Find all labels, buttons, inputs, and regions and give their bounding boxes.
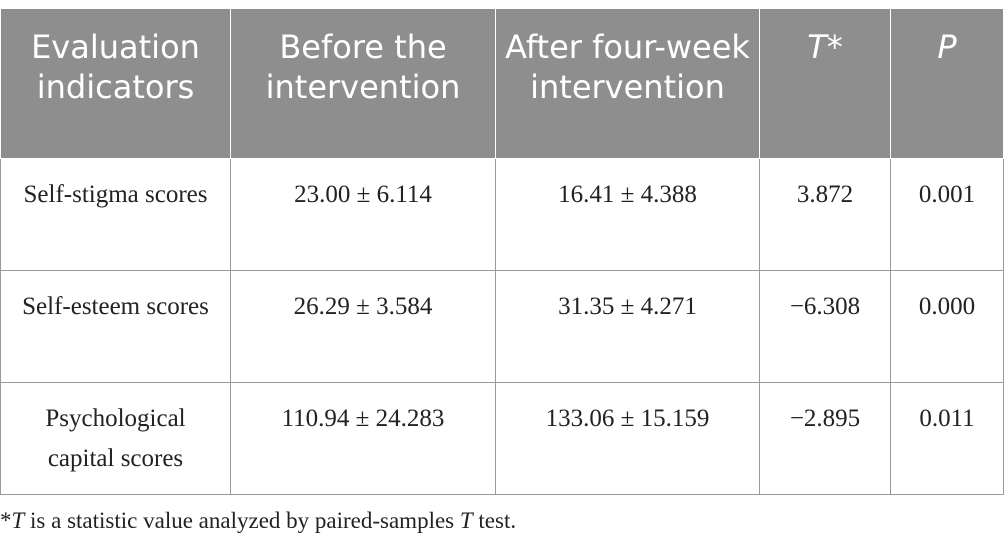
table-row: Self-stigma scores 23.00 ± 6.114 16.41 ±… — [0, 158, 1004, 271]
cell-p: 0.011 — [890, 382, 1004, 495]
cell-indicator: Self-stigma scores — [0, 158, 231, 271]
results-table: Evaluation indicators Before the interve… — [0, 8, 1004, 495]
table-row: Self-esteem scores 26.29 ± 3.584 31.35 ±… — [0, 270, 1004, 383]
header-p-value: P — [890, 8, 1004, 159]
footnote-text: is a statistic value analyzed by paired-… — [24, 508, 460, 533]
footnote-marker: * — [0, 508, 12, 533]
header-after-intervention: After four-week intervention — [495, 8, 760, 159]
cell-t: −2.895 — [759, 382, 891, 495]
cell-indicator: Psychological capital scores — [0, 382, 231, 495]
footnote-t-symbol-2: T — [459, 508, 473, 533]
header-before-intervention: Before the intervention — [230, 8, 496, 159]
cell-before: 23.00 ± 6.114 — [230, 158, 496, 271]
cell-after: 16.41 ± 4.388 — [495, 158, 760, 271]
table-row: Psychological capital scores 110.94 ± 24… — [0, 382, 1004, 495]
cell-t: −6.308 — [759, 270, 891, 383]
cell-before: 26.29 ± 3.584 — [230, 270, 496, 383]
cell-indicator: Self-esteem scores — [0, 270, 231, 383]
footnote-text-end: test. — [472, 508, 517, 533]
table-footnote: *T is a statistic value analyzed by pair… — [0, 508, 516, 534]
header-evaluation-indicators: Evaluation indicators — [0, 8, 231, 159]
header-row: Evaluation indicators Before the interve… — [0, 8, 1004, 159]
cell-before: 110.94 ± 24.283 — [230, 382, 496, 495]
footnote-t-symbol: T — [11, 508, 25, 533]
cell-after: 133.06 ± 15.159 — [495, 382, 760, 495]
header-t-statistic: T* — [759, 8, 891, 159]
cell-p: 0.000 — [890, 270, 1004, 383]
cell-t: 3.872 — [759, 158, 891, 271]
cell-after: 31.35 ± 4.271 — [495, 270, 760, 383]
cell-p: 0.001 — [890, 158, 1004, 271]
